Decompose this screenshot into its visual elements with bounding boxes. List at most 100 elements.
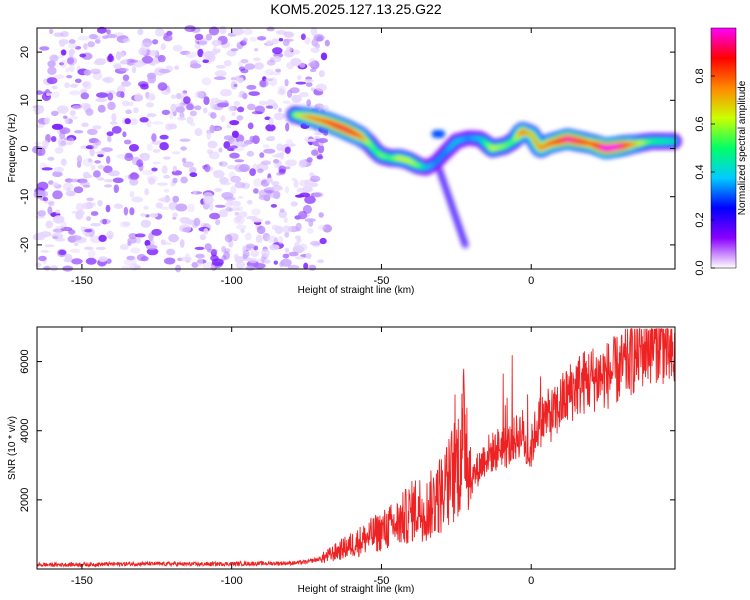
noise-blob (129, 191, 135, 198)
noise-blob (257, 168, 264, 174)
noise-blob (207, 248, 218, 253)
noise-blob (261, 248, 270, 258)
noise-blob (179, 138, 191, 142)
noise-blob (305, 82, 313, 87)
noise-blob (182, 161, 194, 168)
noise-blob (97, 153, 104, 158)
noise-blob (247, 122, 254, 130)
noise-blob (122, 221, 131, 227)
noise-blob (89, 68, 101, 75)
noise-blob (264, 220, 271, 225)
noise-blob (73, 186, 84, 194)
noise-blob (103, 76, 114, 84)
noise-blob (87, 249, 96, 259)
noise-blob (59, 62, 65, 66)
noise-blob (113, 203, 124, 209)
noise-blob (280, 258, 292, 267)
noise-blob (111, 125, 122, 134)
noise-blob (90, 164, 96, 171)
noise-blob (80, 102, 91, 109)
noise-blob (315, 83, 327, 92)
noise-blob (162, 242, 172, 245)
noise-blob (170, 94, 177, 99)
noise-blob (77, 35, 89, 41)
noise-blob (194, 43, 201, 49)
noise-blob (91, 202, 96, 207)
noise-blob (39, 231, 52, 238)
noise-blob (163, 156, 171, 160)
noise-blob (122, 38, 131, 43)
noise-blob (203, 195, 214, 205)
colorbar-tick-label: 0.8 (694, 68, 706, 83)
colorbar-tick-label: 0.6 (694, 116, 706, 131)
noise-blob (138, 47, 147, 56)
noise-blob (58, 249, 67, 256)
noise-blob (202, 59, 209, 64)
noise-blob (288, 251, 299, 257)
noise-blob (136, 237, 142, 244)
noise-blob (236, 206, 244, 212)
noise-blob (134, 233, 146, 238)
noise-blob (223, 60, 232, 67)
noise-blob (52, 235, 59, 240)
noise-blob (244, 63, 255, 70)
noise-blob (188, 166, 197, 174)
noise-blob (278, 38, 284, 42)
noise-blob (201, 51, 214, 61)
noise-blob (214, 76, 226, 81)
noise-blob (136, 254, 147, 262)
noise-blob (86, 197, 94, 202)
noise-blob (181, 256, 192, 262)
noise-blob (70, 235, 82, 241)
noise-blob (228, 239, 234, 248)
noise-blob (74, 78, 82, 84)
noise-blob (146, 143, 153, 152)
noise-blob (254, 48, 259, 52)
noise-blob (317, 225, 326, 230)
noise-blob (266, 26, 275, 32)
noise-blob (255, 234, 263, 244)
noise-blob (98, 256, 108, 262)
noise-blob (166, 30, 173, 36)
noise-blob (277, 236, 284, 245)
noise-blob (230, 175, 242, 183)
colorbar-label: Normalized spectral amplitude (737, 80, 748, 215)
noise-blob (207, 140, 218, 149)
noise-blob (106, 230, 114, 239)
noise-blob (269, 72, 282, 76)
noise-blob (219, 161, 228, 167)
noise-blob (275, 68, 281, 73)
noise-blob (260, 160, 271, 165)
spectrogram-signal-ridge (286, 106, 682, 249)
noise-blob (97, 150, 106, 154)
noise-blob (165, 123, 173, 131)
noise-blob (235, 261, 246, 269)
noise-blob (94, 139, 102, 146)
noise-blob (169, 111, 174, 120)
noise-blob (303, 262, 309, 270)
noise-blob (208, 26, 220, 36)
noise-blob (187, 203, 195, 213)
noise-blob (300, 33, 306, 41)
noise-blob (148, 177, 156, 185)
noise-blob (291, 94, 302, 103)
noise-blob (93, 59, 105, 66)
noise-blob (124, 118, 131, 125)
noise-blob (234, 164, 246, 173)
noise-blob (92, 125, 102, 130)
noise-blob (186, 103, 195, 111)
snr-x-tick-label: 0 (528, 575, 534, 587)
noise-blob (163, 188, 170, 193)
noise-blob (176, 92, 182, 100)
noise-blob (210, 101, 215, 110)
noise-blob (54, 74, 65, 79)
noise-blob (253, 263, 266, 269)
snr-y-axis-title: SNR (10 * v/v) (7, 416, 18, 480)
noise-blob (69, 110, 76, 116)
noise-blob (151, 167, 158, 172)
noise-blob (258, 189, 270, 198)
noise-blob (130, 247, 141, 254)
noise-blob (293, 49, 300, 55)
noise-blob (139, 117, 149, 123)
